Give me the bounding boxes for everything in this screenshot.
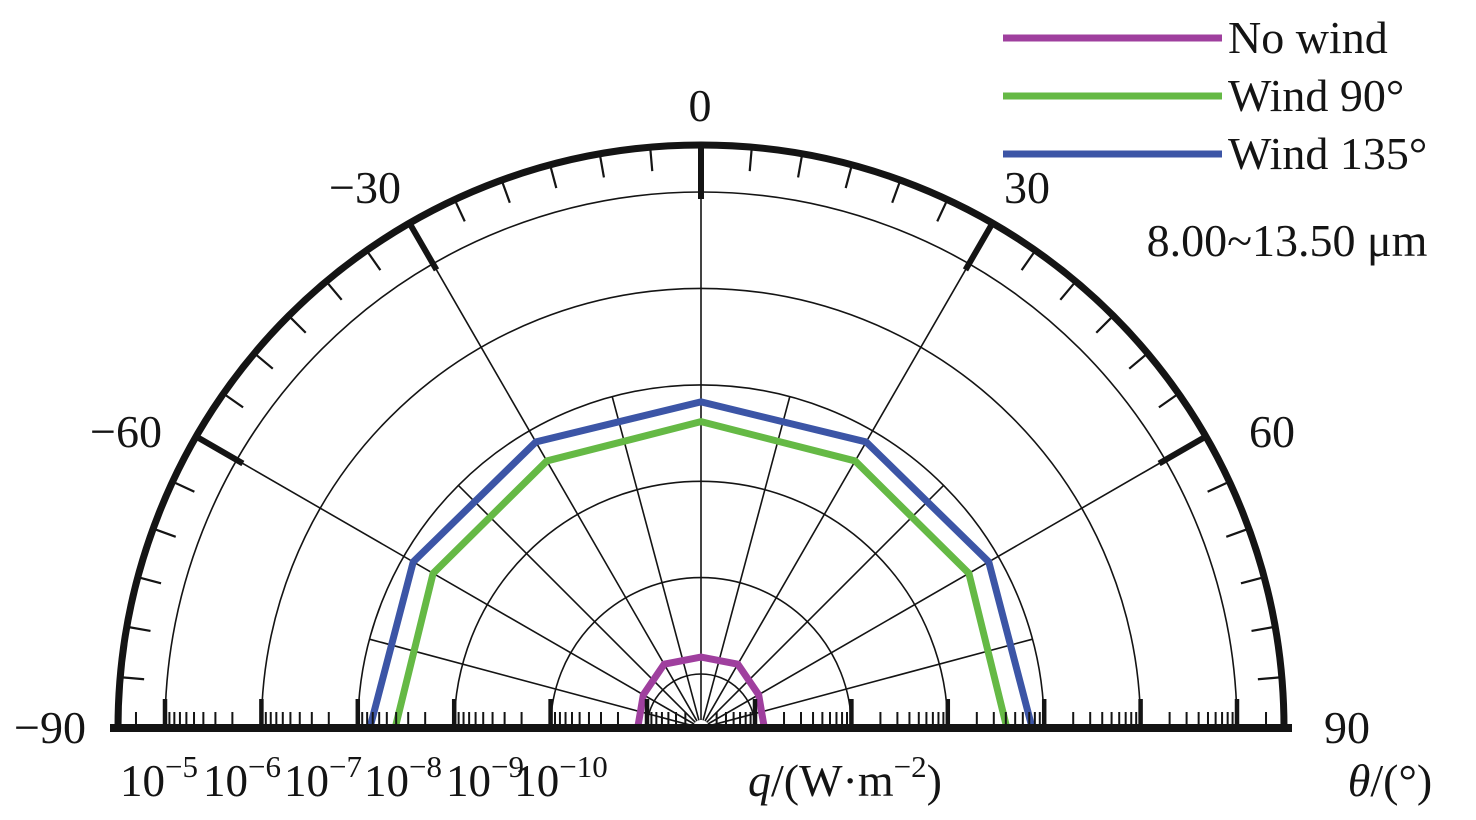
superscript-text: −2 xyxy=(894,749,927,784)
angle-minor-tick xyxy=(122,676,145,681)
exponent-text: −9 xyxy=(491,749,524,784)
angle-minor-tick xyxy=(796,155,803,178)
angle-minor-tick xyxy=(501,181,511,204)
angle-minor-tick xyxy=(1059,282,1076,301)
angle-minor-tick xyxy=(1225,528,1248,538)
angle-label: 0 xyxy=(689,80,712,131)
grid-spoke xyxy=(236,459,695,725)
angle-minor-tick xyxy=(1240,576,1263,585)
angle-major-tick xyxy=(196,434,245,467)
mantissa-text: 10 xyxy=(446,756,491,806)
angle-major-tick xyxy=(1157,434,1206,467)
angle-minor-tick xyxy=(1251,626,1274,633)
radial-label: 10−5 xyxy=(120,749,198,806)
grid-spoke xyxy=(706,484,945,723)
angle-minor-tick xyxy=(1020,251,1036,271)
angle-minor-tick xyxy=(289,316,307,334)
legend-item-label: No wind xyxy=(1228,12,1388,63)
angle-label: −30 xyxy=(329,162,401,213)
angle-minor-tick xyxy=(173,481,195,493)
angle-major-tick xyxy=(407,223,440,272)
angular-axis-unit-label: θ/(°) xyxy=(1348,755,1432,806)
angle-minor-tick xyxy=(549,166,558,189)
grid-spoke xyxy=(704,263,970,722)
radial-tick-labels: 10−5 10−6 10−7 10−8 10−910−10 xyxy=(120,749,608,806)
angle-minor-tick xyxy=(599,155,606,178)
mantissa-text: 10 xyxy=(284,756,329,806)
angle-minor-tick xyxy=(1128,353,1147,370)
exponent-text: −8 xyxy=(409,749,442,784)
label-text: θ xyxy=(1348,755,1371,806)
angle-label: 30 xyxy=(1004,162,1050,213)
angular-ticks xyxy=(122,147,1280,681)
radial-axis-unit-label: q/(W·m−2) xyxy=(748,749,942,806)
angle-label: 90 xyxy=(1324,702,1370,753)
label-text: /(W·m xyxy=(771,755,894,806)
radial-label: 10−9 xyxy=(446,749,524,806)
exponent-text: −7 xyxy=(329,749,362,784)
waveband-annotation: 8.00~13.50 μm xyxy=(1147,215,1428,266)
angle-minor-tick xyxy=(936,200,948,222)
grid-spoke xyxy=(432,263,698,722)
radial-label: 10−7 xyxy=(284,749,362,806)
radial-log-ticks xyxy=(118,699,1284,727)
angle-label: −60 xyxy=(90,406,162,457)
grid-spoke xyxy=(611,396,700,721)
radial-label: 10−8 xyxy=(364,749,442,806)
grid-spoke xyxy=(707,459,1166,725)
mantissa-text: 10 xyxy=(514,756,559,806)
angle-label: 60 xyxy=(1249,406,1295,457)
series-line-wind-135- xyxy=(366,398,1036,729)
mantissa-text: 10 xyxy=(203,756,248,806)
mantissa-text: 10 xyxy=(364,756,409,806)
legend-item-label: Wind 90° xyxy=(1228,70,1404,121)
angle-minor-tick xyxy=(224,393,244,409)
angle-minor-tick xyxy=(844,166,853,189)
angle-minor-tick xyxy=(748,149,753,172)
angle-minor-tick xyxy=(255,353,274,370)
label-text: /(°) xyxy=(1370,755,1432,806)
outer-arc xyxy=(114,141,1288,729)
angle-minor-tick xyxy=(1257,676,1280,681)
angle-major-tick xyxy=(962,223,995,272)
angle-minor-tick xyxy=(139,576,162,585)
angle-minor-tick xyxy=(326,282,343,301)
series-layer xyxy=(366,398,1036,729)
angle-minor-tick xyxy=(1095,316,1113,334)
angle-minor-tick xyxy=(1158,393,1178,409)
legend-item-label: Wind 135° xyxy=(1228,128,1427,179)
series-line-no-wind xyxy=(634,653,768,729)
exponent-text: −6 xyxy=(248,749,281,784)
label-text: ) xyxy=(927,755,942,806)
angle-minor-tick xyxy=(649,149,654,172)
grid-spoke xyxy=(369,638,694,727)
angular-tick-labels: −90 −60 −30 0 30 60 90 xyxy=(14,80,1370,753)
angle-minor-tick xyxy=(128,626,151,633)
series-line-wind-90- xyxy=(391,418,1011,729)
angle-minor-tick xyxy=(1207,481,1229,493)
mantissa-text: 10 xyxy=(120,756,165,806)
angle-label: −90 xyxy=(14,702,86,753)
exponent-text: −10 xyxy=(559,749,607,784)
radial-label: 10−6 xyxy=(203,749,281,806)
angle-minor-tick xyxy=(366,251,382,271)
angle-minor-tick xyxy=(891,181,901,204)
grid-spoke xyxy=(702,396,791,721)
angle-minor-tick xyxy=(454,200,466,222)
grid-spoke xyxy=(457,484,696,723)
exponent-text: −5 xyxy=(165,749,198,784)
legend: No wind Wind 90° Wind 135° xyxy=(1003,12,1427,179)
label-text: q xyxy=(748,755,771,806)
grid-spoke xyxy=(708,638,1033,727)
angular-spokes xyxy=(236,192,1166,727)
angle-minor-tick xyxy=(154,528,177,538)
radial-label: 10−10 xyxy=(514,749,607,806)
